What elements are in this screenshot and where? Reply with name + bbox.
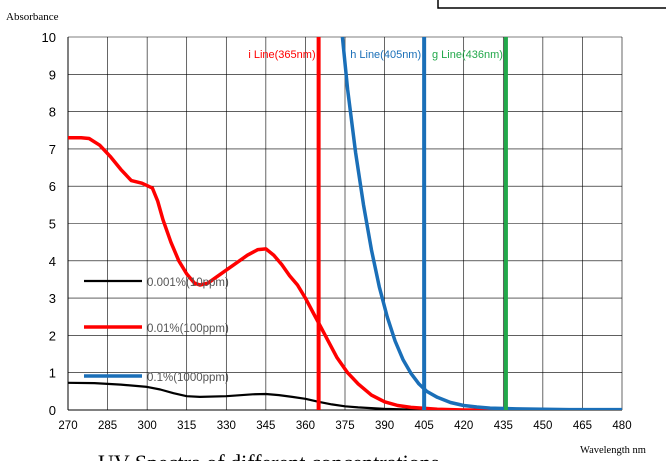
legend: 0.001%(10ppm) 0.01%(100ppm) 0.1%(1000ppm) [84, 277, 229, 384]
y-axis-label: Absorbance [6, 11, 59, 23]
x-tick-label: 435 [494, 420, 513, 432]
x-tick-label: 300 [138, 420, 157, 432]
x-axis-label: Wavelength nm [580, 445, 646, 456]
grid [68, 36, 623, 410]
x-tick-label: 285 [98, 420, 117, 432]
y-tick-label: 0 [49, 403, 56, 418]
y-tick-label: 5 [49, 217, 56, 232]
series-line [68, 135, 622, 410]
y-tick-label: 1 [49, 366, 56, 381]
x-tick-label: 330 [217, 420, 236, 432]
y-tick-label: 8 [49, 105, 56, 120]
reference-line-label: h Line(405nm) [350, 49, 421, 61]
top-right-box [437, 0, 666, 9]
y-tick-label: 9 [49, 67, 56, 82]
x-tick-label: 390 [375, 420, 394, 432]
x-tick-label: 465 [573, 420, 592, 432]
y-tick-label: 10 [42, 30, 56, 45]
y-tick-label: 6 [49, 179, 56, 194]
x-tick-label: 480 [612, 420, 631, 432]
y-tick-label: 4 [49, 254, 56, 269]
x-tick-labels: 270 285 300 315 330 345 360 375 390 405 420 435 450 4… [58, 420, 631, 432]
legend-label: 0.1%(1000ppm) [147, 372, 229, 384]
legend-label: 0.001%(10ppm) [147, 277, 229, 289]
y-tick-label: 2 [49, 328, 56, 343]
x-tick-label: 405 [415, 420, 434, 432]
legend-label: 0.01%(100ppm) [147, 323, 229, 335]
x-tick-label: 450 [533, 420, 552, 432]
y-tick-label: 7 [49, 142, 56, 157]
x-tick-label: 345 [256, 420, 275, 432]
x-tick-label: 360 [296, 420, 315, 432]
reference-lines: i Line(365nm) h Line(405nm) g Line(436nm) [248, 37, 508, 410]
y-tick-labels: 0 1 2 3 4 5 6 7 8 9 10 [42, 30, 56, 418]
x-tick-label: 270 [58, 420, 77, 432]
y-tick-label: 3 [49, 291, 56, 306]
chart-title: UV Spectra of different concentrations [98, 450, 439, 461]
reference-line-label: g Line(436nm) [432, 49, 503, 61]
x-tick-label: 315 [177, 420, 196, 432]
series-line [68, 381, 622, 410]
reference-line-label: i Line(365nm) [248, 49, 315, 61]
x-tick-label: 375 [335, 420, 354, 432]
x-tick-label: 420 [454, 420, 473, 432]
